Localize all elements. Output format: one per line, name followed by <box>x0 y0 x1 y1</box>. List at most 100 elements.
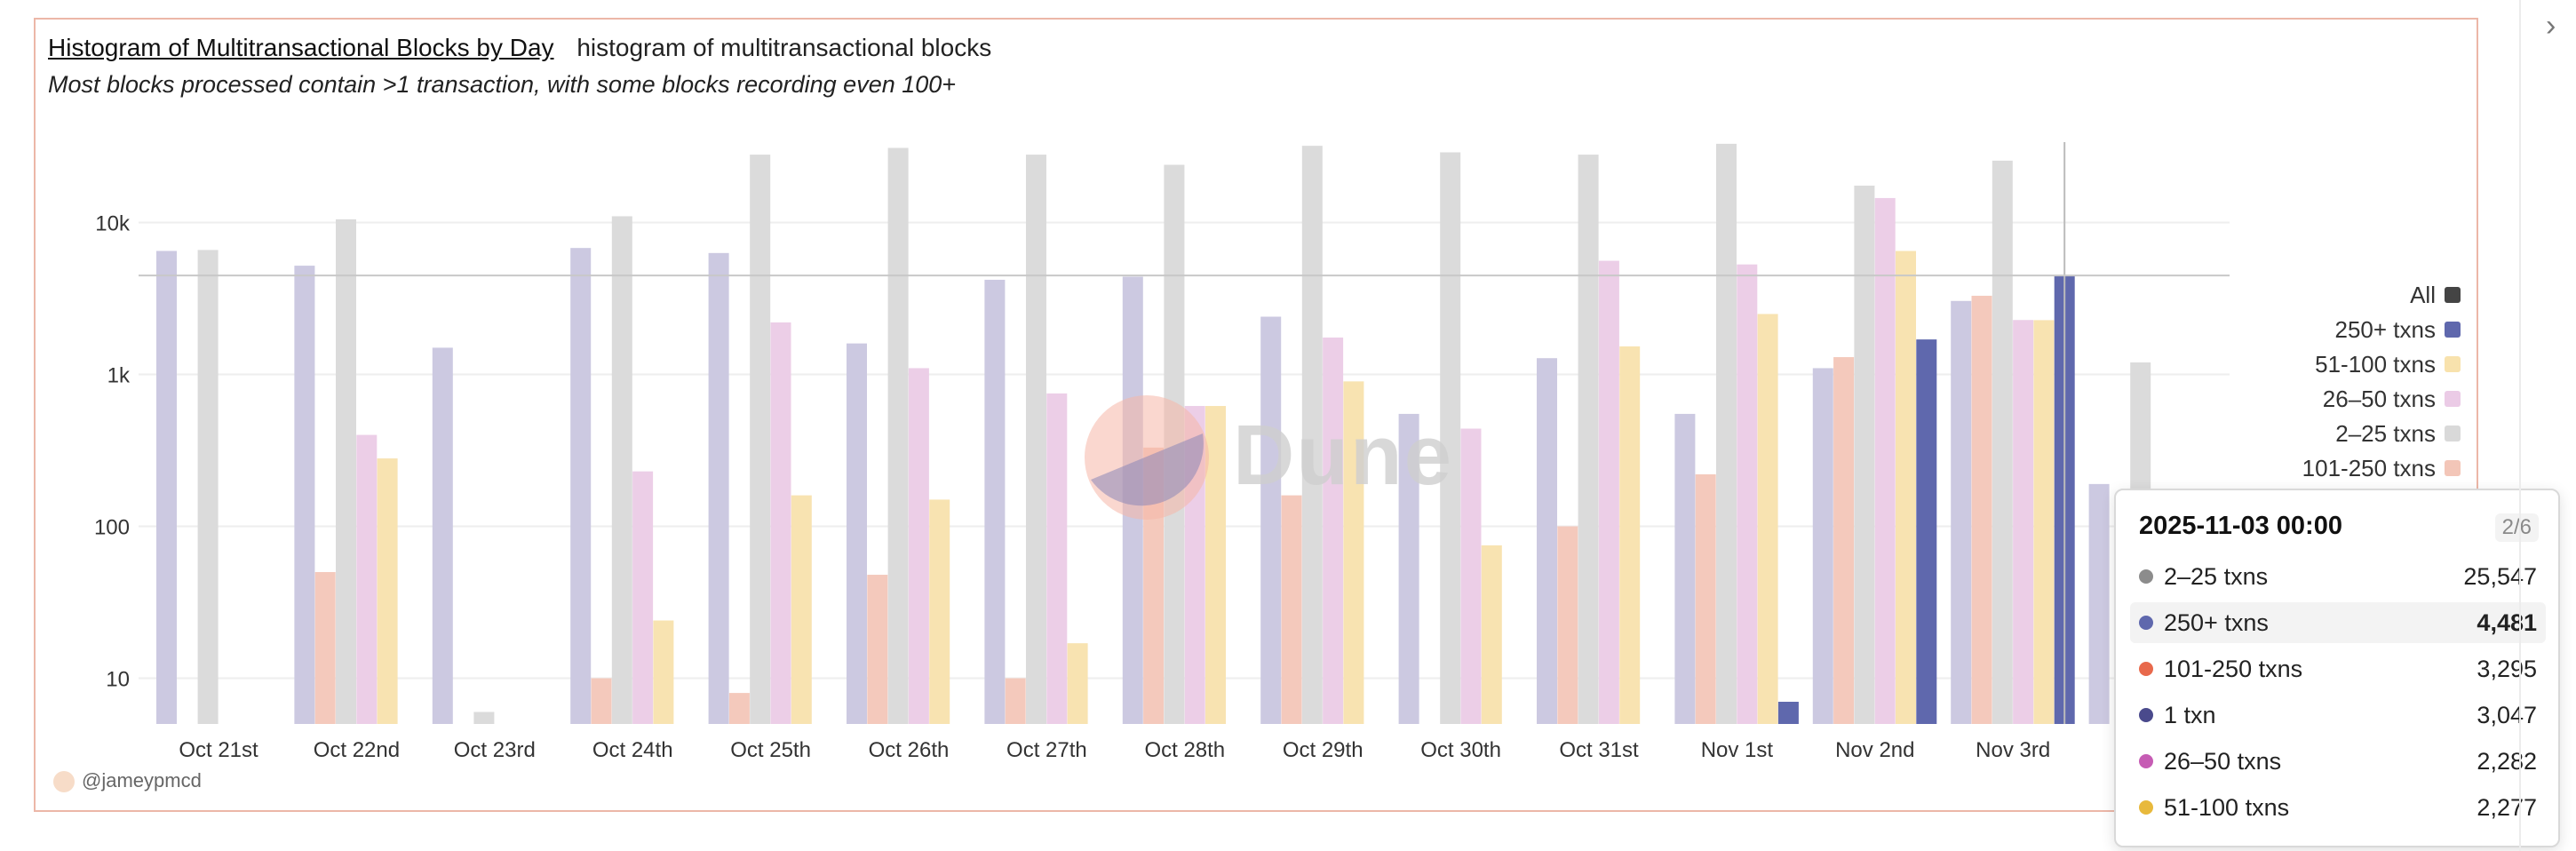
bar[interactable] <box>1557 526 1578 724</box>
bar[interactable] <box>984 279 1006 724</box>
legend-swatch[interactable] <box>2445 356 2461 372</box>
bar[interactable] <box>1833 357 1855 724</box>
chevron-right-icon[interactable]: › <box>2546 9 2556 43</box>
bar[interactable] <box>591 678 612 724</box>
bar[interactable] <box>1674 413 1696 724</box>
tooltip-row-label: 51-100 txns <box>2164 794 2290 821</box>
y-tick-label: 10k <box>95 212 131 236</box>
bar[interactable] <box>1716 143 1737 725</box>
bar[interactable] <box>356 434 378 724</box>
bar[interactable] <box>1578 155 1599 725</box>
x-tick-label: Nov 1st <box>1701 738 1774 762</box>
legend-label[interactable]: 101-250 txns <box>2302 455 2436 481</box>
bar[interactable] <box>2088 483 2110 724</box>
bar[interactable] <box>1951 300 1972 724</box>
series-dot-icon <box>2139 708 2153 722</box>
tooltip-row-value: 2,277 <box>2477 794 2537 821</box>
bar[interactable] <box>1777 702 1799 724</box>
x-tick-label: Oct 31st <box>1559 738 1639 762</box>
y-tick-label: 10 <box>106 668 130 692</box>
bar[interactable] <box>314 572 336 724</box>
bar[interactable] <box>1301 146 1323 725</box>
hover-tooltip: 2025-11-03 00:00 2/6 2–25 txns 25,547 250+… <box>2114 489 2560 847</box>
bar[interactable] <box>1812 368 1833 724</box>
bar[interactable] <box>1854 185 1875 725</box>
bar[interactable] <box>1737 264 1758 724</box>
bar[interactable] <box>1992 160 2013 724</box>
bar[interactable] <box>791 495 812 724</box>
side-panel-divider <box>2519 0 2521 851</box>
bar[interactable] <box>570 248 592 724</box>
bar[interactable] <box>1481 545 1502 724</box>
bar[interactable] <box>867 575 888 724</box>
bar[interactable] <box>1440 152 1461 725</box>
legend-label[interactable]: All <box>2410 282 2436 308</box>
x-tick-label: Oct 25th <box>730 738 811 762</box>
bar[interactable] <box>611 216 632 724</box>
tooltip-row-label: 26–50 txns <box>2164 748 2282 775</box>
chart-title-link[interactable]: Histogram of Multitransactional Blocks b… <box>48 34 554 61</box>
bar[interactable] <box>432 347 453 724</box>
legend-label[interactable]: 51-100 txns <box>2315 351 2436 378</box>
legend-label[interactable]: 26–50 txns <box>2323 386 2436 412</box>
bar[interactable] <box>929 499 950 724</box>
bar[interactable] <box>750 155 771 725</box>
bar[interactable] <box>1323 337 1344 724</box>
x-tick-label: Oct 28th <box>1144 738 1225 762</box>
legend-swatch[interactable] <box>2445 322 2461 338</box>
bar[interactable] <box>770 322 791 724</box>
legend-swatch[interactable] <box>2445 287 2461 303</box>
avatar <box>53 771 75 793</box>
legend-swatch[interactable] <box>2445 426 2461 441</box>
bar[interactable] <box>1537 358 1557 724</box>
legend-swatch[interactable] <box>2445 460 2461 476</box>
bar[interactable] <box>377 458 398 724</box>
bar[interactable] <box>2033 320 2055 724</box>
bar[interactable] <box>1619 346 1641 724</box>
bar[interactable] <box>156 251 177 724</box>
bar[interactable] <box>1757 314 1778 724</box>
bar[interactable] <box>336 219 356 724</box>
tooltip-row-value: 25,547 <box>2463 563 2537 590</box>
bar[interactable] <box>1205 406 1226 724</box>
bar[interactable] <box>294 266 315 725</box>
bar[interactable] <box>1916 339 1937 724</box>
bar[interactable] <box>1971 295 1992 724</box>
chart-subtitle: Most blocks processed contain >1 transac… <box>48 71 957 98</box>
bar[interactable] <box>1398 413 1419 724</box>
bar[interactable] <box>1896 251 1916 724</box>
bar[interactable] <box>632 471 654 724</box>
bar[interactable] <box>1260 316 1282 724</box>
bar[interactable] <box>473 712 495 724</box>
bar[interactable] <box>2013 320 2034 724</box>
bar[interactable] <box>1460 428 1482 724</box>
x-tick-label: Oct 30th <box>1420 738 1501 762</box>
bar[interactable] <box>1005 678 1026 724</box>
tooltip-row-label: 250+ txns <box>2164 609 2269 636</box>
bar[interactable] <box>197 250 219 725</box>
bar[interactable] <box>887 147 909 724</box>
bar[interactable] <box>708 252 729 724</box>
bar[interactable] <box>1026 155 1046 725</box>
bar[interactable] <box>1067 643 1088 724</box>
legend-swatch[interactable] <box>2445 391 2461 407</box>
author-credit[interactable]: @jameypmcd <box>53 769 202 793</box>
series-dot-icon <box>2139 569 2153 584</box>
x-tick-label: Oct 23rd <box>454 738 536 762</box>
bar[interactable] <box>1343 381 1364 724</box>
legend-label[interactable]: 250+ txns <box>2335 316 2436 343</box>
tooltip-page-indicator: 2/6 <box>2494 513 2539 542</box>
tooltip-row-value: 3,047 <box>2477 702 2537 728</box>
bar[interactable] <box>1281 495 1302 724</box>
bar[interactable] <box>728 693 750 724</box>
bar[interactable] <box>847 343 867 724</box>
bar[interactable] <box>1046 393 1068 724</box>
bar[interactable] <box>1874 197 1896 725</box>
bar[interactable] <box>1695 473 1716 724</box>
tooltip-row: 1 txn 3,047 <box>2130 695 2546 736</box>
bar[interactable] <box>1598 260 1619 724</box>
y-tick-label: 100 <box>94 516 130 540</box>
bar[interactable] <box>653 620 674 724</box>
legend-label[interactable]: 2–25 txns <box>2335 420 2436 447</box>
bar[interactable] <box>908 368 929 724</box>
